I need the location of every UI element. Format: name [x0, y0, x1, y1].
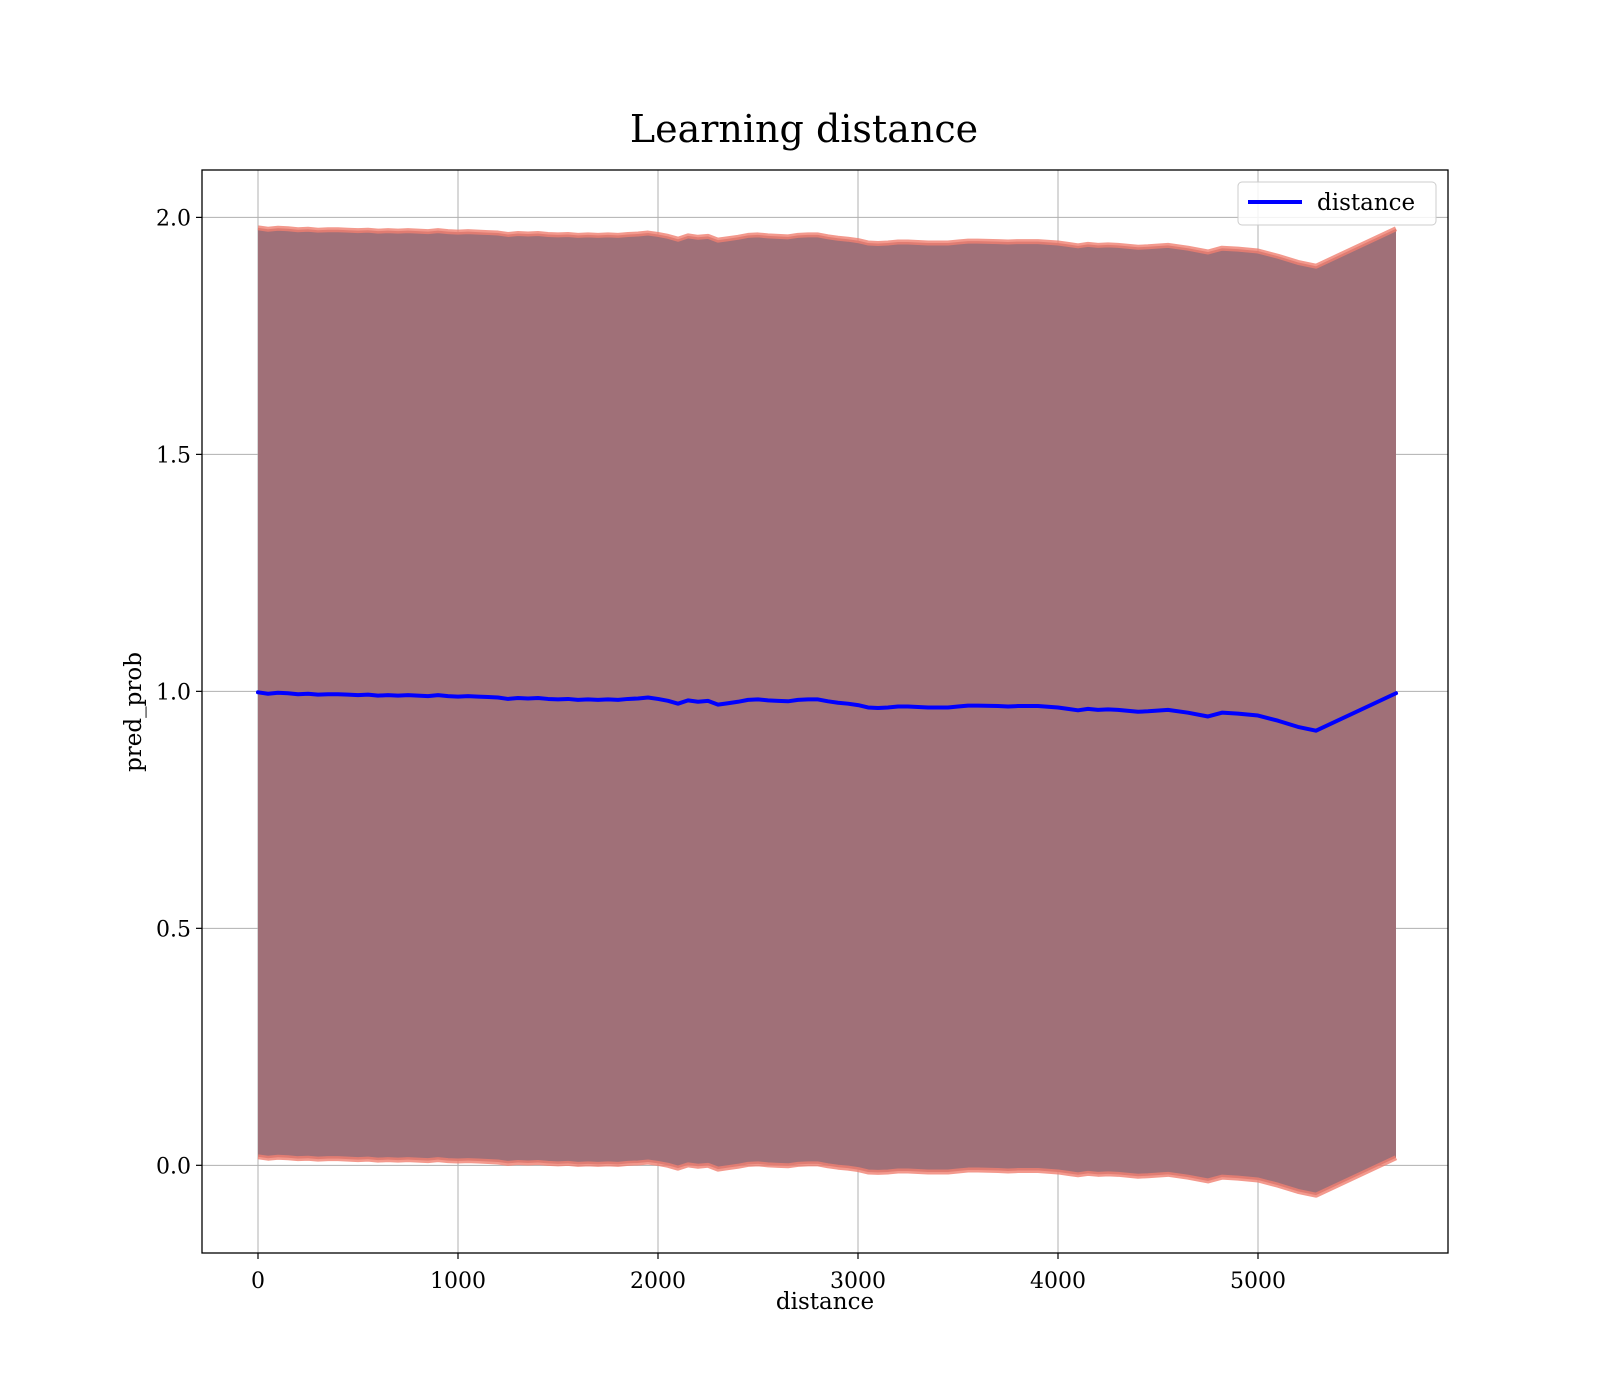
chart-title: Learning distance [630, 107, 978, 151]
series-line-distance [256, 690, 1398, 733]
y-axis-ticks: 0.0 0.5 1.0 1.5 2.0 [156, 206, 202, 1179]
x-tick-label: 4000 [1030, 1269, 1086, 1294]
plot-frame [201, 169, 1449, 1254]
x-tick-label: 2000 [630, 1269, 686, 1294]
plot-area [201, 169, 1449, 1254]
band-lower-edge [257, 1154, 1398, 1198]
y-tick-label: 1.0 [156, 680, 191, 705]
confidence-band [257, 225, 1398, 1198]
band-upper-edge [257, 225, 1398, 269]
x-tick-label: 1000 [430, 1269, 486, 1294]
confidence-band-area [258, 227, 1396, 1196]
legend-label-distance: distance [1317, 190, 1415, 216]
y-tick-label: 1.5 [156, 443, 191, 468]
x-axis-label: distance [776, 1289, 874, 1315]
x-tick-label: 0 [251, 1269, 265, 1294]
x-axis-ticks: 0 1000 2000 3000 4000 5000 [251, 1253, 1286, 1294]
x-tick-label: 3000 [830, 1269, 886, 1294]
y-tick-label: 0.5 [156, 917, 191, 942]
series-lines [256, 690, 1398, 733]
y-tick-label: 2.0 [156, 206, 191, 231]
y-tick-label: 0.0 [156, 1154, 191, 1179]
x-tick-label: 5000 [1230, 1269, 1286, 1294]
legend-box [1237, 181, 1437, 226]
legend: distance [1237, 181, 1437, 226]
y-axis-label: pred_prob [121, 652, 147, 772]
